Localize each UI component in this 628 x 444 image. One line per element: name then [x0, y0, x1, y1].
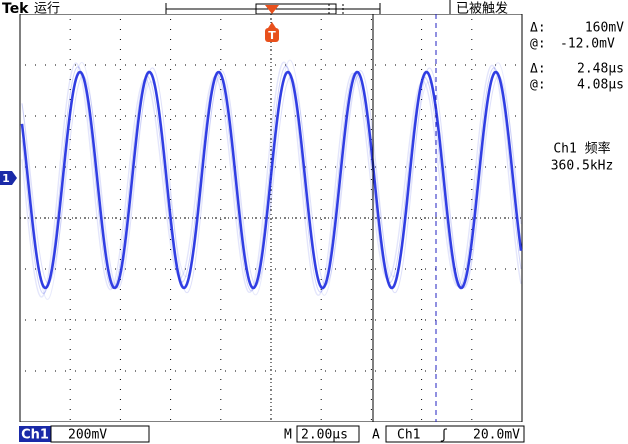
readout-label: @:	[530, 78, 546, 93]
readout-value: 160mV	[585, 21, 624, 36]
measurement-value: 360.5kHz	[551, 159, 614, 174]
trace	[21, 65, 522, 294]
scale-box	[50, 425, 150, 443]
waveform	[20, 59, 523, 300]
readout-label: Δ:	[530, 62, 546, 77]
timebase-box	[296, 425, 360, 443]
footer-channel: Ch1	[21, 428, 49, 443]
readout-label: Δ:	[530, 21, 546, 36]
trigger-level: 20.0mV	[473, 428, 520, 443]
footer-bar	[0, 422, 628, 444]
trigger-position-arrow	[265, 5, 279, 14]
trace	[20, 70, 523, 290]
readout-value: -12.0mV	[560, 37, 615, 52]
trace	[21, 67, 522, 294]
readout-value: 2.48µs	[577, 62, 624, 77]
channel-badge	[19, 426, 51, 442]
timebase: 2.00µs	[301, 428, 348, 443]
trigger-label: A	[372, 428, 380, 443]
footer-scale: 200mV	[68, 428, 107, 443]
view-window	[255, 3, 337, 15]
trigger-box	[385, 425, 525, 443]
timebase-label: M	[284, 428, 292, 443]
channel-marker: 1	[2, 172, 10, 185]
brand: Tek	[2, 1, 29, 17]
run-status: 运行	[34, 2, 60, 17]
readout-panel	[523, 14, 628, 422]
measurement-label: Ch1 频率	[553, 141, 610, 157]
trigger-marker-box	[265, 28, 279, 42]
channel-marker-shape	[0, 171, 17, 185]
header-bar	[0, 0, 628, 14]
graticule	[20, 14, 522, 422]
trigger-marker-tip	[268, 22, 276, 28]
trigger-marker: T	[268, 29, 276, 42]
trigger-state: 已被触发	[456, 1, 508, 17]
trace	[21, 61, 522, 298]
trigger-source: Ch1	[397, 428, 420, 443]
readout-label: @:	[530, 37, 546, 52]
trigger-slope: ʃ	[440, 428, 448, 443]
readout-value: 4.08µs	[577, 78, 624, 93]
